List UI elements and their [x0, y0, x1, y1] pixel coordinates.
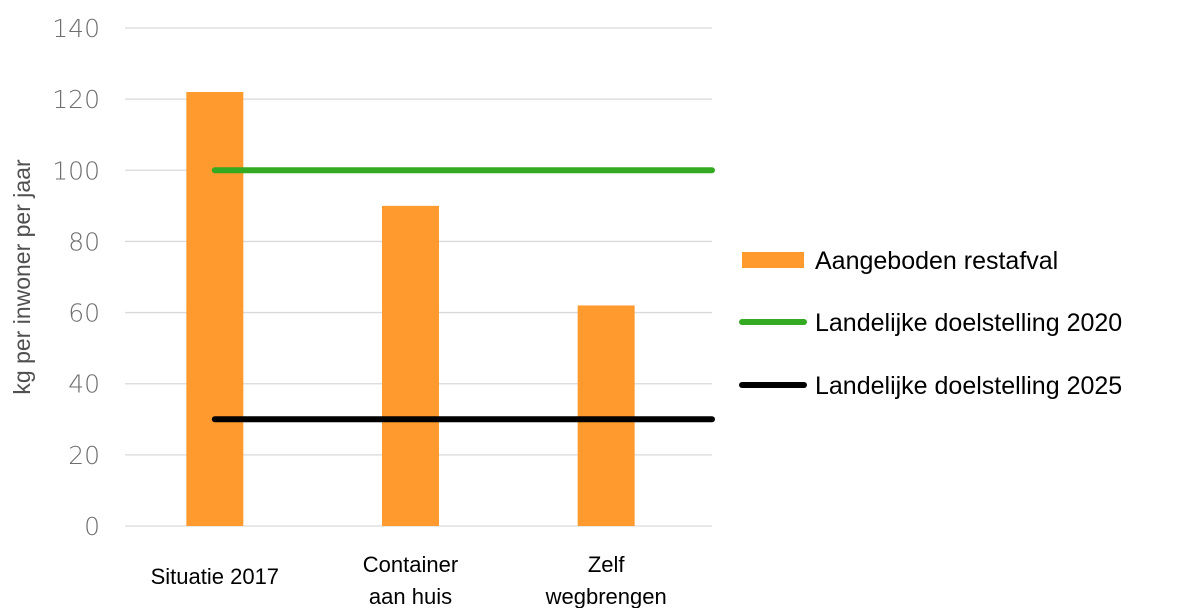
legend-swatch	[742, 252, 804, 268]
legend-label: Landelijke doelstelling 2025	[815, 372, 1122, 400]
legend-label: Aangeboden restafval	[815, 247, 1058, 275]
bar-series	[186, 92, 635, 527]
y-tick-label: 40	[68, 370, 100, 399]
y-tick-label: 80	[68, 227, 100, 256]
x-tick-label: Situatie 2017	[151, 564, 279, 589]
legend: Aangeboden restafval Landelijke doelstell…	[739, 247, 1122, 400]
y-axis-title: kg per inwoner per jaar	[9, 159, 35, 395]
bar	[577, 305, 635, 526]
x-axis-labels: Situatie 2017 Container aan huis Zelf wegbre…	[151, 552, 667, 608]
target-lines	[211, 167, 715, 423]
y-axis-ticks: 0 20 40 60 80 100 120 140	[52, 14, 100, 541]
y-tick-label: 0	[84, 512, 100, 541]
bar	[186, 92, 244, 527]
y-tick-label: 60	[68, 299, 100, 328]
x-tick-label: Zelf	[588, 552, 626, 577]
x-tick-label: Container	[363, 552, 458, 577]
y-tick-label: 120	[52, 85, 100, 114]
y-tick-label: 100	[52, 156, 100, 185]
y-tick-label: 140	[52, 14, 100, 43]
y-tick-label: 20	[68, 441, 100, 470]
bar	[382, 205, 439, 526]
x-tick-label: aan huis	[369, 584, 452, 608]
legend-label: Landelijke doelstelling 2020	[815, 309, 1122, 337]
x-tick-label: wegbrengen	[545, 584, 667, 608]
